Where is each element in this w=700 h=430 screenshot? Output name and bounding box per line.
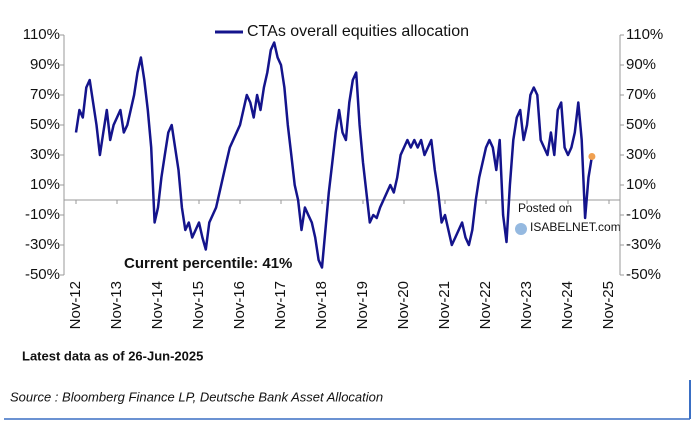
note: Latest data as of 26-Jun-2025 [22, 348, 203, 363]
y-tick-label: 50% [30, 116, 60, 133]
last-point [588, 153, 596, 160]
y2-tick-label: 10% [626, 176, 656, 193]
y-tick-label: -10% [25, 206, 60, 223]
y2-tick-label: -50% [626, 266, 661, 283]
x-tick-label: Nov-16 [231, 281, 248, 329]
x-tick-label: Nov-12 [67, 281, 84, 329]
x-tick-label: Nov-23 [518, 281, 535, 329]
source: Source : Bloomberg Finance LP, Deutsche … [10, 389, 383, 404]
y2-tick-label: 30% [626, 146, 656, 163]
x-tick-label: Nov-15 [190, 281, 207, 329]
watermark: ISABELNET.com [530, 220, 621, 234]
x-tick-label: Nov-18 [313, 281, 330, 329]
x-tick-label: Nov-22 [477, 281, 494, 329]
y2-tick-label: -30% [626, 236, 661, 253]
x-tick-label: Nov-24 [559, 281, 576, 329]
x-tick-label: Nov-13 [108, 281, 125, 329]
y2-tick-label: 110% [626, 26, 663, 43]
x-tick-label: Nov-21 [436, 281, 453, 329]
x-tick-label: Nov-25 [600, 281, 617, 329]
y2-tick-label: -10% [626, 206, 661, 223]
x-tick-label: Nov-20 [395, 281, 412, 329]
watermark: Posted on [518, 201, 572, 215]
x-tick-label: Nov-14 [149, 281, 166, 329]
y-tick-label: 30% [30, 146, 60, 163]
y-tick-label: 90% [30, 56, 60, 73]
annotation: Current percentile: 41% [124, 255, 292, 272]
legend-label: CTAs overall equities allocation [247, 23, 469, 40]
watermark-icon [515, 223, 527, 235]
y2-tick-label: 90% [626, 56, 656, 73]
y2-tick-label: 50% [626, 116, 656, 133]
y-tick-label: -30% [25, 236, 60, 253]
y-tick-label: 110% [23, 26, 60, 43]
y-tick-label: -50% [25, 266, 60, 283]
x-tick-label: Nov-19 [354, 281, 371, 329]
series-line [74, 41, 594, 269]
x-tick-label: Nov-17 [272, 281, 289, 329]
y-tick-label: 10% [30, 176, 60, 193]
y-tick-label: 70% [30, 86, 60, 103]
y2-tick-label: 70% [626, 86, 656, 103]
